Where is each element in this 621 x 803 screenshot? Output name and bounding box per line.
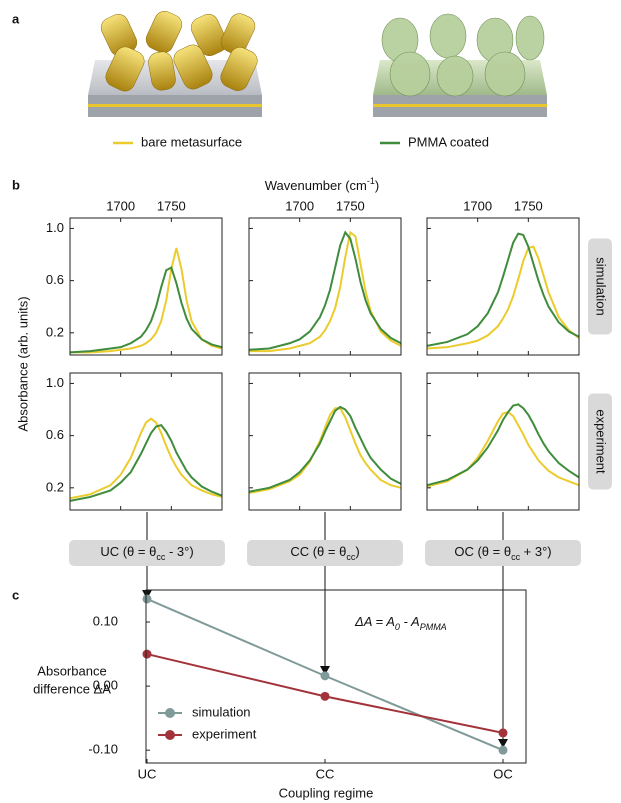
spectrum-line [426,232,580,347]
text-part: ΔA = A [354,614,395,629]
row-label: simulation [594,257,609,316]
text-part: ) [355,544,359,559]
spectrum-line [69,266,223,354]
text-part: + 3°) [520,544,552,559]
plot-frame [426,217,580,356]
plot-frame [69,372,223,511]
x-tick-label: 1700 [106,198,135,213]
legend-label: simulation [192,704,251,719]
spectrum-line [248,405,402,493]
text-part: cc [156,552,166,562]
plot-frame [248,217,402,356]
text-part: cc [346,552,356,562]
y-tick-label: 1.0 [46,375,64,390]
legend-marker [165,730,175,740]
text-part: -1 [367,176,375,186]
x-tick-label: 1700 [285,198,314,213]
text-part: OC (θ = θ [454,544,511,559]
legend-marker [165,708,175,718]
y-tick-label: 0.10 [93,613,118,628]
text-part: 0 [395,622,400,632]
y-tick-label: -0.10 [88,742,118,757]
spectrum-line [69,424,223,502]
x-tick-label: OC [493,766,513,781]
x-tick-label: 1750 [157,198,186,213]
y-tick-label: 0.6 [46,272,64,287]
x-tick-label: 1750 [514,198,543,213]
legend-label: experiment [192,726,257,741]
y-tick-label: 0.6 [46,427,64,442]
regime-point [320,671,330,681]
annotation: ΔA = A0 - APMMA [354,614,447,632]
spectrum-line [249,230,402,353]
bare-metasurface-render [88,10,262,117]
guide-arrows [142,512,508,748]
x-axis-label: Wavenumber (cm-1) [265,176,379,193]
column-label: CC (θ = θcc) [290,544,359,562]
row-label-box [588,393,612,490]
x-tick-label: 1700 [463,198,492,213]
x-axis-label: Coupling regime [279,785,374,800]
column-label-box [425,540,581,566]
panel-label: b [12,177,20,192]
text-part: ) [375,178,379,193]
regime-point [320,691,330,701]
x-tick-label: CC [316,766,335,781]
plot-frame [69,217,223,356]
text-part: Wavenumber (cm [265,178,367,193]
row-label: experiment [594,409,609,474]
column-label: UC (θ = θcc - 3°) [100,544,193,562]
panel-label: a [12,11,20,26]
spectrum-line [248,407,402,495]
plot-frame [145,589,527,764]
y-axis-label: Absorbance (arb. units) [15,296,30,431]
pmma-coated-render [373,13,547,117]
panel-label: c [12,587,19,602]
column-label-box [69,540,225,566]
text-part: CC (θ = θ [290,544,346,559]
column-label: OC (θ = θcc + 3°) [454,544,551,562]
spectrum-line [248,230,402,351]
spectrum-line [426,245,580,350]
text-part: UC (θ = θ [100,544,156,559]
y-tick-label: 0.00 [93,678,118,693]
plot-frame [426,372,580,511]
y-axis-label: Absorbance [37,663,106,678]
text-part: - A [400,614,420,629]
spectrum-line [69,417,223,500]
column-label-box [247,540,403,566]
text-part: cc [511,552,521,562]
y-axis-label: difference ΔA [33,681,111,696]
text-part: - 3°) [165,544,193,559]
plot-frame [248,372,402,511]
y-tick-label: 1.0 [46,220,64,235]
regime-point [142,594,152,604]
x-tick-label: UC [138,766,157,781]
legend-label: PMMA coated [408,134,489,149]
legend-label: bare metasurface [141,134,242,149]
text-part: PMMA [420,622,447,632]
row-label-box [588,238,612,335]
regime-point [142,649,152,659]
y-tick-label: 0.2 [46,324,64,339]
y-tick-label: 0.2 [46,479,64,494]
regime-point [498,745,508,755]
regime-point [498,728,508,738]
spectrum-line [70,247,223,354]
spectrum-line [426,403,580,487]
x-tick-label: 1750 [336,198,365,213]
spectrum-line [426,411,580,488]
